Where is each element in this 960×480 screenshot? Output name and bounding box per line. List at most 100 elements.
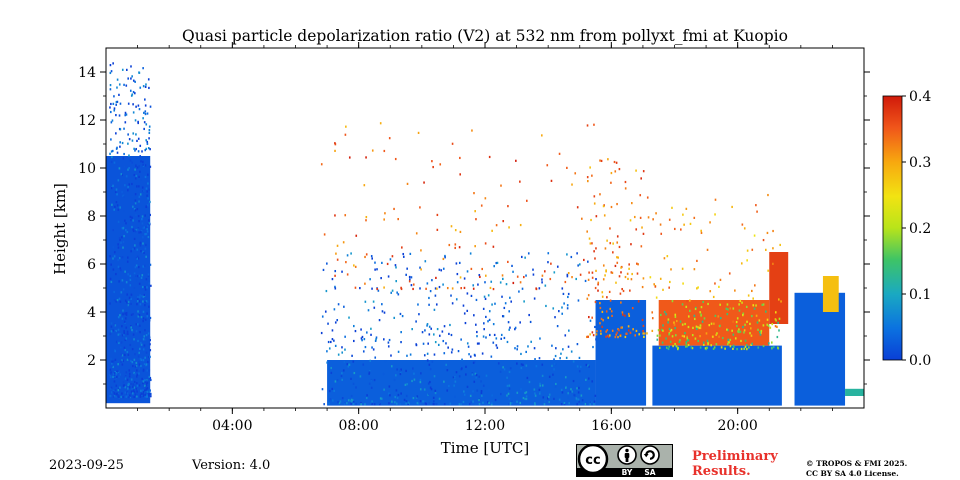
speckle	[118, 387, 120, 390]
speckle	[129, 391, 131, 395]
speckle	[656, 334, 659, 337]
speckle	[714, 213, 716, 216]
speckle	[751, 248, 754, 251]
speckle	[488, 310, 491, 313]
speckle	[133, 237, 136, 241]
speckle	[142, 381, 144, 385]
speckle	[112, 365, 114, 369]
speckle	[640, 177, 642, 180]
speckle	[719, 278, 722, 281]
heatmap-area	[106, 156, 864, 406]
speckle	[117, 328, 120, 331]
speckle	[411, 379, 413, 383]
speckle	[116, 193, 118, 196]
speckle	[534, 358, 536, 361]
speckle	[132, 229, 135, 233]
speckle	[744, 345, 747, 348]
speckle	[343, 403, 346, 406]
speckle	[743, 347, 746, 350]
speckle	[381, 261, 383, 265]
speckle	[122, 240, 125, 244]
speckle	[127, 189, 129, 192]
speckle	[468, 402, 471, 406]
speckle	[474, 245, 476, 248]
speckle	[334, 285, 336, 288]
speckle	[148, 137, 150, 140]
speckle	[520, 388, 522, 391]
speckle	[121, 227, 124, 230]
speckle	[686, 345, 688, 348]
cc-license-badge[interactable]: cc BY SA	[576, 444, 673, 477]
speckle	[365, 156, 367, 159]
speckle	[110, 110, 112, 114]
speckle	[579, 365, 582, 368]
speckle	[145, 334, 148, 337]
speckle	[588, 387, 591, 390]
speckle	[631, 272, 633, 276]
speckle	[419, 381, 422, 384]
speckle	[591, 271, 594, 274]
speckle	[334, 321, 337, 324]
speckle	[134, 149, 136, 152]
speckle	[635, 228, 638, 231]
speckle	[112, 395, 115, 398]
speckle	[751, 314, 753, 318]
speckle	[583, 258, 585, 262]
speckle	[727, 329, 729, 332]
speckle	[527, 345, 529, 348]
speckle	[753, 234, 756, 237]
speckle	[595, 247, 597, 250]
speckle	[134, 388, 137, 391]
speckle	[346, 363, 349, 366]
speckle	[462, 400, 465, 404]
speckle	[522, 396, 525, 400]
speckle	[731, 205, 733, 209]
speckle	[112, 375, 114, 379]
speckle	[113, 109, 116, 112]
speckle	[439, 163, 442, 166]
speckle	[344, 133, 347, 136]
speckle	[321, 315, 324, 318]
speckle	[118, 237, 121, 240]
speckle	[432, 402, 435, 406]
speckle	[668, 333, 670, 336]
speckle	[352, 402, 355, 405]
speckle	[595, 269, 597, 272]
speckle	[117, 389, 120, 392]
speckle	[323, 233, 326, 236]
speckle	[115, 395, 118, 398]
speckle	[426, 359, 429, 362]
speckle	[122, 381, 125, 384]
speckle	[602, 278, 605, 281]
speckle	[118, 395, 120, 399]
speckle	[123, 83, 125, 86]
speckle	[624, 335, 627, 339]
speckle	[116, 370, 118, 373]
speckle	[507, 260, 509, 264]
speckle	[620, 271, 622, 274]
speckle	[136, 382, 138, 385]
speckle	[701, 320, 704, 323]
speckle	[683, 223, 685, 226]
speckle	[419, 388, 422, 391]
speckle	[136, 248, 139, 251]
footer-date: 2023-09-25	[49, 458, 124, 473]
speckle	[444, 256, 446, 259]
speckle	[755, 304, 757, 307]
speckle	[488, 401, 490, 405]
speckle	[697, 286, 699, 289]
speckle	[334, 287, 337, 290]
speckle	[398, 365, 400, 368]
speckle	[725, 307, 728, 310]
speckle	[473, 380, 476, 383]
speckle	[416, 395, 419, 398]
speckle	[109, 302, 111, 305]
speckle	[524, 397, 526, 401]
speckle	[144, 384, 146, 387]
speckle	[506, 340, 509, 344]
speckle	[729, 345, 732, 348]
speckle	[119, 300, 122, 303]
speckle	[466, 270, 469, 273]
speckle	[133, 247, 136, 250]
speckle	[599, 329, 602, 333]
